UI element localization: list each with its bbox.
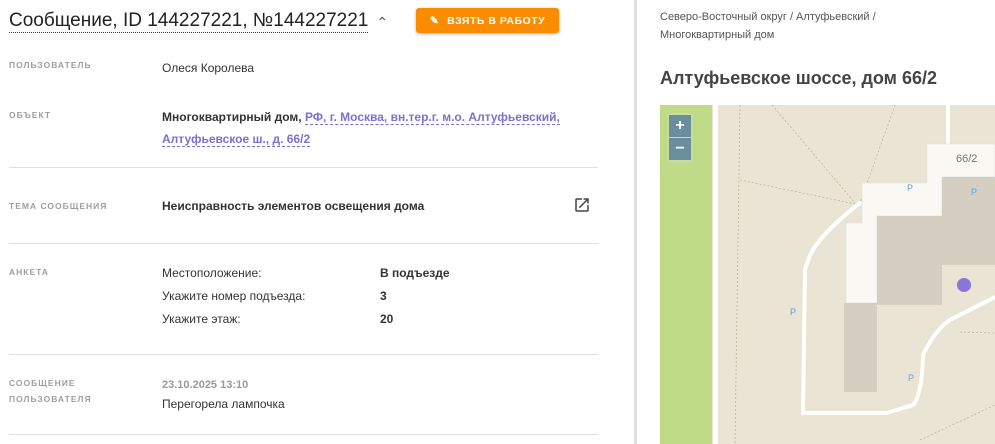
parking-icon: P [908, 373, 915, 383]
topic-value: Неисправность элементов освещения дома [162, 199, 425, 213]
object-value: Многоквартирный дом, РФ, г. Москва, вн.т… [162, 106, 582, 150]
survey-label: АНКЕТА [9, 267, 49, 277]
object-address-link-2[interactable]: Алтуфьевское ш., д. 66/2 [162, 132, 311, 147]
title-row: Сообщение, ID 144227221, №144227221 ⌃ [9, 10, 388, 33]
user-value: Олеся Королева [162, 61, 255, 75]
take-to-work-button[interactable]: ✎ ВЗЯТЬ В РАБОТУ [416, 8, 559, 33]
divider [9, 354, 598, 355]
survey-a-2: 3 [380, 289, 387, 303]
zoom-out-button[interactable]: − [669, 138, 691, 160]
address-title: Алтуфьевское шоссе, дом 66/2 [660, 68, 938, 88]
object-label: ОБЪЕКТ [9, 110, 52, 120]
open-external-icon[interactable] [573, 196, 591, 214]
pencil-icon: ✎ [429, 14, 440, 27]
survey-a-1: В подъезде [380, 266, 450, 280]
map-tiles [660, 105, 995, 444]
message-label-line-2: ПОЛЬЗОВАТЕЛЯ [9, 394, 92, 404]
divider [9, 243, 598, 244]
breadcrumb-line-2[interactable]: Многоквартирный дом [660, 29, 775, 41]
chevron-up-icon[interactable]: ⌃ [376, 13, 389, 30]
object-type: Многоквартирный дом, [162, 110, 302, 124]
panel-splitter[interactable] [634, 0, 637, 444]
message-date: 23.10.2025 13:10 [162, 379, 249, 391]
zoom-control: + − [667, 113, 693, 163]
take-to-work-label: ВЗЯТЬ В РАБОТУ [447, 14, 546, 27]
message-label-line-1: СООБЩЕНИЕ [9, 378, 76, 388]
topic-label: ТЕМА СООБЩЕНИЯ [9, 201, 108, 211]
user-label: ПОЛЬЗОВАТЕЛЬ [9, 60, 92, 70]
divider [9, 434, 598, 435]
survey-q-2: Укажите номер подъезда: [162, 289, 306, 303]
parking-icon: P [907, 183, 914, 193]
breadcrumb: Северо-Восточный округ / Алтуфьевский / М… [660, 8, 960, 44]
location-marker [957, 278, 971, 292]
page-title: Сообщение, ID 144227221, №144227221 [9, 10, 369, 33]
survey-q-3: Укажите этаж: [162, 312, 241, 326]
message-panel: Сообщение, ID 144227221, №144227221 ⌃ ✎ … [9, 8, 598, 435]
object-address-link[interactable]: РФ, г. Москва, вн.тер.г. м.о. Алтуфьевск… [304, 110, 560, 125]
breadcrumb-line-1[interactable]: Северо-Восточный округ / Алтуфьевский / [660, 11, 876, 23]
building-label: 66/2 [956, 153, 978, 165]
survey-q-1: Местоположение: [162, 266, 262, 280]
survey-a-3: 20 [380, 312, 394, 326]
message-text: Перегорела лампочка [162, 397, 285, 411]
map[interactable]: 66/2 P P P P + − [660, 105, 995, 444]
parking-icon: P [971, 187, 978, 197]
divider [9, 167, 598, 168]
parking-icon: P [790, 307, 797, 317]
zoom-in-button[interactable]: + [669, 115, 691, 137]
message-label: СООБЩЕНИЕ ПОЛЬЗОВАТЕЛЯ [9, 375, 149, 407]
